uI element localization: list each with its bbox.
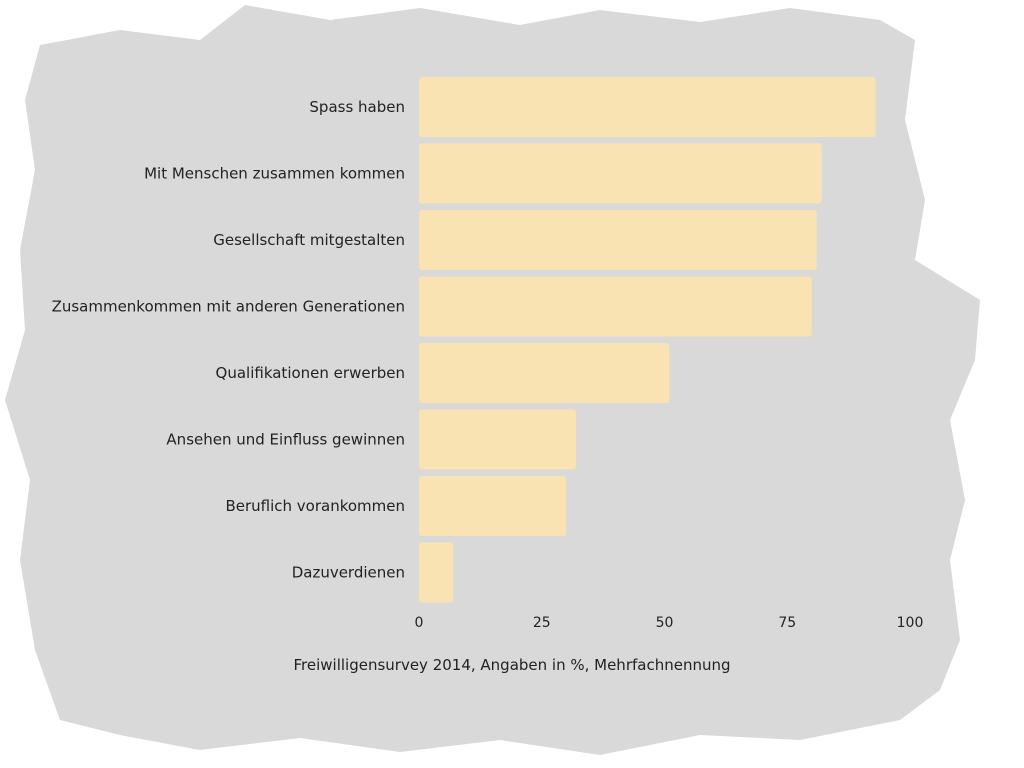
chart-caption: Freiwilligensurvey 2014, Angaben in %, M… bbox=[293, 656, 730, 674]
x-tick-label: 0 bbox=[415, 615, 424, 631]
bar bbox=[419, 476, 567, 536]
category-label: Ansehen und Einfluss gewinnen bbox=[166, 431, 405, 449]
category-label: Gesellschaft mitgestalten bbox=[213, 231, 405, 249]
category-label: Qualifikationen erwerben bbox=[216, 364, 405, 382]
category-label: Spass haben bbox=[309, 98, 405, 116]
bar bbox=[419, 343, 670, 403]
bar bbox=[419, 276, 812, 337]
category-label: Dazuverdienen bbox=[292, 564, 405, 582]
category-label: Beruflich vorankommen bbox=[225, 497, 405, 515]
x-tick-label: 100 bbox=[897, 615, 924, 631]
bar bbox=[419, 210, 817, 270]
x-tick-label: 75 bbox=[778, 615, 796, 631]
bar bbox=[419, 143, 822, 204]
x-tick-label: 25 bbox=[533, 615, 551, 631]
bar bbox=[419, 77, 876, 137]
category-label: Mit Menschen zusammen kommen bbox=[144, 165, 405, 183]
bar bbox=[419, 409, 577, 470]
x-tick-label: 50 bbox=[656, 615, 674, 631]
bar bbox=[419, 542, 454, 603]
category-label: Zusammenkommen mit anderen Generationen bbox=[52, 298, 405, 316]
